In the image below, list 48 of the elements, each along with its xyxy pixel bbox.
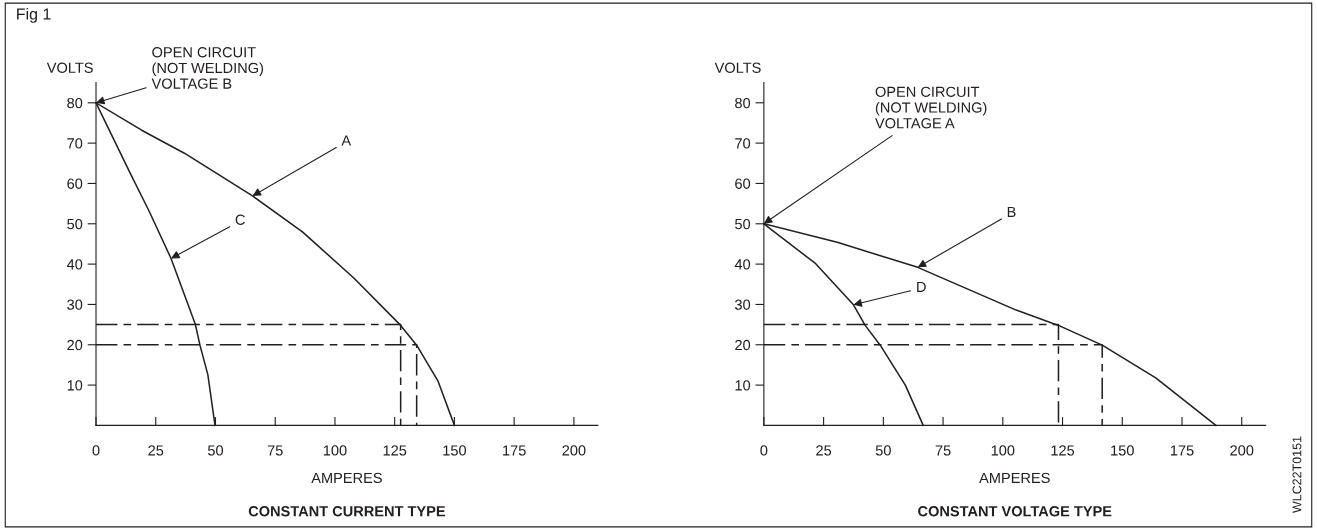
y-tick-label: 80 [735,97,751,109]
x-tick-label: 50 [875,445,891,456]
x-tick-label: 175 [1170,445,1194,456]
y-tick-label: 30 [735,299,751,310]
x-tick-label: 50 [207,445,224,456]
x-tick-label: 100 [991,445,1015,456]
x-tick-label: 0 [92,445,100,456]
x-tick-label: 200 [1230,445,1254,456]
annotation: C [235,214,245,225]
annotation: B [1007,206,1016,217]
x-tick-label: 0 [760,445,768,456]
y-tick-label: 50 [735,218,751,230]
annotation: OPEN CIRCUIT (NOT WELDING) VOLTAGE B [151,47,264,89]
annotation: A [341,135,352,146]
x-axis-title: AMPERES [311,472,382,484]
x-tick-label: 75 [935,445,951,456]
y-tick-label: 40 [66,259,83,270]
x-tick-label: 150 [1111,445,1134,456]
annotation: OPEN CIRCUIT (NOT WELDING) VOLTAGE A [875,86,987,129]
y-tick-label: 70 [67,138,83,149]
x-tick-label: 125 [383,445,407,456]
y-tick-label: 20 [67,339,83,351]
y-tick-label: 10 [67,380,83,391]
y-axis-title: VOLTS [46,62,93,73]
x-tick-label: 25 [148,445,164,456]
y-tick-label: 50 [67,218,83,230]
x-tick-label: 100 [323,445,347,456]
y-axis-title: VOLTS [714,62,761,73]
y-tick-label: 60 [67,178,83,189]
x-tick-label: 75 [267,445,283,456]
caption: Fig 1 [17,7,51,23]
y-tick-label: 70 [735,138,751,149]
x-axis-title: AMPERES [979,472,1050,484]
x-tick-label: 200 [562,445,586,456]
x-tick-label: 150 [443,445,467,456]
y-tick-label: 80 [67,97,83,109]
text: CONSTANT CURRENT TYPE [248,506,446,517]
x-tick-label: 25 [816,445,832,456]
y-tick-label: 60 [735,178,751,189]
y-tick-label: 30 [67,299,83,310]
x-tick-label: 125 [1051,445,1075,456]
y-tick-label: 20 [735,339,751,351]
annotation: D [917,281,926,292]
y-tick-label: 10 [735,380,751,391]
text: WLC22T0151 [1292,436,1302,514]
text: CONSTANT VOLTAGE TYPE [918,506,1112,517]
x-tick-label: 175 [503,445,526,456]
y-tick-label: 40 [734,259,751,270]
